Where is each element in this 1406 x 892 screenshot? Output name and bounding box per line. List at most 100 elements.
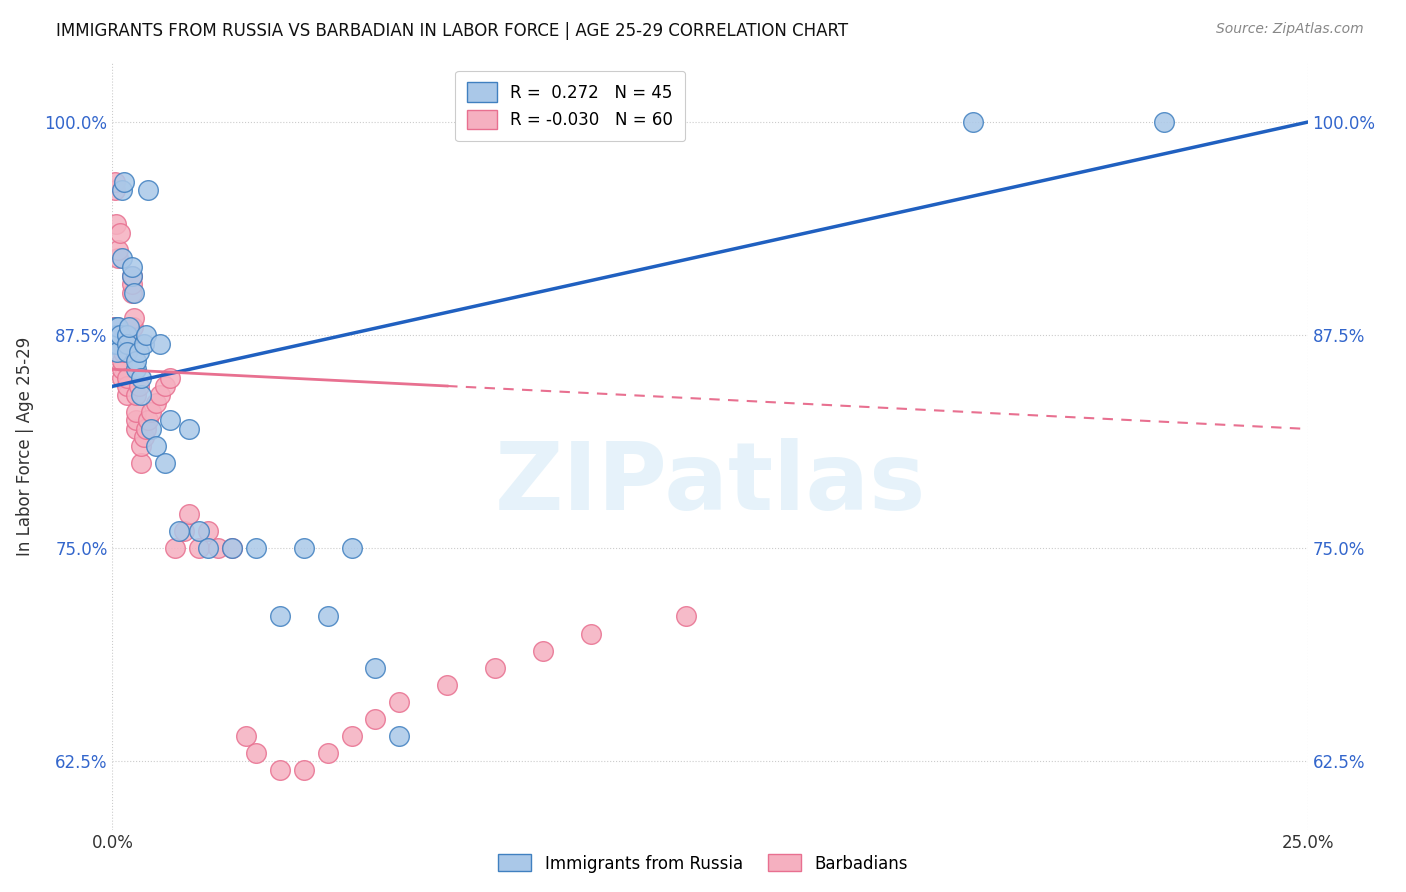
Point	[221, 541, 243, 556]
Point	[245, 541, 267, 556]
Point	[121, 268, 143, 283]
Point	[292, 541, 315, 556]
Point	[115, 388, 138, 402]
Point	[388, 695, 411, 709]
Point	[364, 712, 387, 726]
Point	[531, 643, 554, 657]
Y-axis label: In Labor Force | Age 25-29: In Labor Force | Age 25-29	[15, 336, 34, 556]
Point	[269, 609, 291, 624]
Text: ZIPatlas: ZIPatlas	[495, 438, 925, 531]
Point	[173, 524, 195, 539]
Point	[104, 336, 127, 351]
Point	[292, 763, 315, 777]
Point	[135, 422, 157, 436]
Point	[187, 524, 209, 539]
Point	[340, 541, 363, 556]
Point	[105, 328, 128, 343]
Point	[197, 524, 219, 539]
Point	[1153, 115, 1175, 129]
Point	[103, 336, 125, 351]
Point	[153, 379, 176, 393]
Point	[118, 328, 141, 343]
Point	[153, 456, 176, 470]
Point	[235, 729, 257, 743]
Point	[221, 541, 243, 556]
Point	[316, 746, 339, 760]
Point	[145, 396, 167, 410]
Point	[159, 371, 181, 385]
Point	[121, 268, 143, 283]
Point	[962, 115, 984, 129]
Point	[107, 319, 129, 334]
Point	[115, 328, 138, 343]
Point	[364, 660, 387, 674]
Point	[128, 379, 150, 393]
Point	[121, 285, 143, 300]
Point	[125, 362, 148, 376]
Point	[125, 422, 148, 436]
Point	[138, 413, 160, 427]
Point	[118, 319, 141, 334]
Point	[111, 183, 134, 197]
Point	[111, 252, 134, 266]
Point	[125, 388, 148, 402]
Point	[122, 285, 145, 300]
Point	[105, 328, 128, 343]
Point	[105, 319, 128, 334]
Point	[105, 336, 128, 351]
Point	[149, 388, 172, 402]
Point	[129, 371, 152, 385]
Point	[105, 218, 128, 232]
Point	[104, 175, 127, 189]
Point	[484, 660, 506, 674]
Point	[132, 430, 155, 444]
Point	[108, 226, 131, 240]
Point	[125, 405, 148, 419]
Point	[187, 541, 209, 556]
Point	[111, 345, 134, 359]
Point	[121, 319, 143, 334]
Point	[207, 541, 229, 556]
Point	[129, 456, 152, 470]
Point	[138, 183, 160, 197]
Point	[105, 345, 128, 359]
Text: Source: ZipAtlas.com: Source: ZipAtlas.com	[1216, 22, 1364, 37]
Point	[121, 260, 143, 274]
Point	[129, 388, 152, 402]
Point	[128, 345, 150, 359]
Point	[115, 345, 138, 359]
Point	[121, 277, 143, 291]
Point	[111, 362, 134, 376]
Point	[132, 336, 155, 351]
Point	[388, 729, 411, 743]
Legend: R =  0.272   N = 45, R = -0.030   N = 60: R = 0.272 N = 45, R = -0.030 N = 60	[456, 70, 685, 141]
Point	[149, 336, 172, 351]
Point	[159, 413, 181, 427]
Point	[316, 609, 339, 624]
Point	[139, 422, 162, 436]
Point	[579, 626, 602, 640]
Point	[125, 353, 148, 368]
Point	[107, 243, 129, 257]
Point	[115, 336, 138, 351]
Point	[245, 746, 267, 760]
Point	[114, 175, 135, 189]
Point	[139, 405, 162, 419]
Point	[269, 763, 291, 777]
Point	[177, 507, 200, 521]
Point	[107, 252, 129, 266]
Point	[177, 422, 200, 436]
Point	[115, 336, 138, 351]
Point	[125, 413, 148, 427]
Point	[115, 379, 138, 393]
Point	[104, 183, 127, 197]
Point	[169, 524, 191, 539]
Point	[163, 541, 186, 556]
Legend: Immigrants from Russia, Barbadians: Immigrants from Russia, Barbadians	[491, 847, 915, 880]
Point	[197, 541, 219, 556]
Point	[436, 678, 458, 692]
Point	[122, 311, 145, 326]
Point	[111, 353, 134, 368]
Point	[129, 439, 152, 453]
Point	[103, 328, 125, 343]
